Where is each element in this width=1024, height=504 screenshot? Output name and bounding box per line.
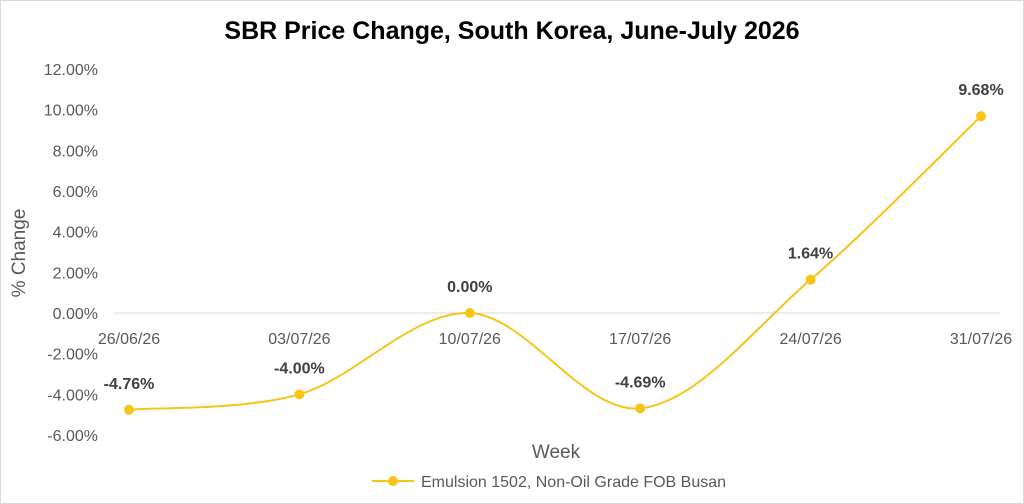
x-tick-label: 26/06/26 [98, 331, 160, 348]
data-point [294, 389, 305, 400]
chart-title: SBR Price Change, South Korea, June-July… [224, 17, 800, 45]
x-tick-label: 24/07/26 [779, 331, 841, 348]
data-label: -4.76% [104, 376, 155, 393]
data-point [464, 308, 475, 318]
data-points [124, 111, 986, 415]
y-tick-label: -4.00% [47, 387, 98, 404]
y-tick-label: 6.00% [53, 184, 98, 201]
data-label: -4.00% [274, 360, 325, 377]
x-tick-label: 03/07/26 [268, 331, 330, 348]
legend-label: Emulsion 1502, Non-Oil Grade FOB Busan [421, 474, 726, 491]
series-line [128, 115, 982, 411]
data-point [976, 111, 986, 122]
data-point [635, 403, 646, 414]
y-tick-label: 4.00% [53, 225, 98, 242]
data-labels: -4.76% -4.00% 0.00% -4.69% 1.64% 9.68% [104, 82, 1004, 393]
y-tick-labels: -6.00% -4.00% -2.00% 0.00% 2.00% 4.00% 6.00% 8.… [44, 62, 98, 445]
data-label: 1.64% [788, 246, 833, 263]
y-tick-label: 8.00% [53, 143, 98, 160]
x-axis-title: Week [532, 442, 581, 463]
data-label: -4.69% [615, 374, 666, 391]
y-tick-label: -2.00% [47, 347, 98, 364]
legend-marker [388, 476, 398, 486]
y-axis-title: % Change [9, 209, 30, 298]
data-label: 9.68% [958, 82, 1003, 99]
y-tick-label: -6.00% [47, 428, 98, 445]
y-tick-label: 10.00% [44, 103, 98, 120]
x-tick-labels: 26/06/26 03/07/26 10/07/26 17/07/26 24/07/26… [98, 331, 1012, 348]
legend: Emulsion 1502, Non-Oil Grade FOB Busan [372, 474, 726, 491]
x-tick-label: 17/07/26 [609, 331, 671, 348]
y-tick-label: 12.00% [44, 62, 98, 79]
x-tick-label: 31/07/26 [950, 331, 1012, 348]
data-label: 0.00% [447, 279, 492, 296]
y-tick-label: 0.00% [53, 306, 98, 323]
x-tick-label: 10/07/26 [439, 331, 501, 348]
data-point [805, 274, 816, 285]
data-point [124, 404, 134, 415]
y-tick-label: 2.00% [53, 265, 98, 282]
